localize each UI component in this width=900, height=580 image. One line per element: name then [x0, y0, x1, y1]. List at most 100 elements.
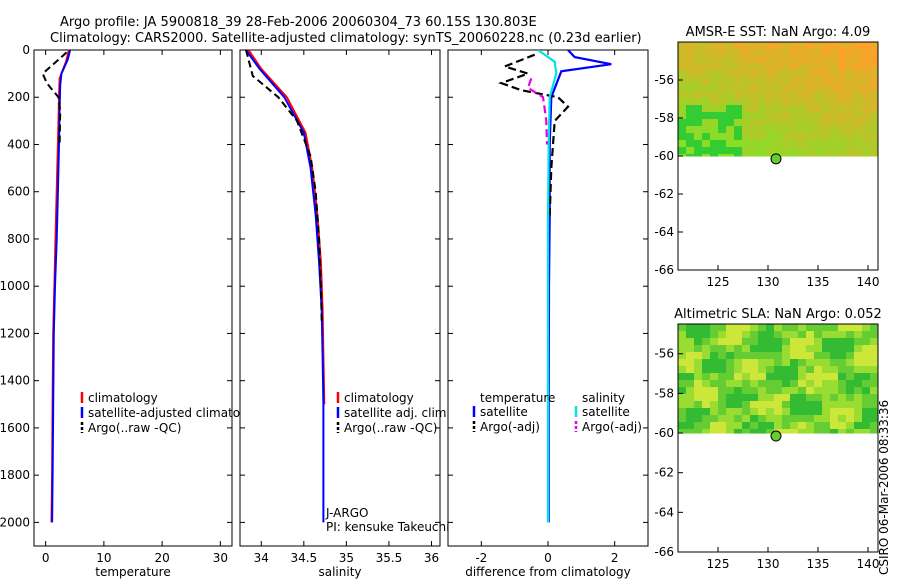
- sst-field-cell: [782, 154, 791, 157]
- sst-field-cell: [806, 56, 815, 64]
- temperature-ytick-label: 1200: [0, 326, 30, 340]
- sla-field-cell: [750, 331, 759, 339]
- sla-field-cell: [782, 394, 791, 402]
- sla-field-cell: [686, 401, 695, 409]
- sst-field-cell: [846, 70, 855, 78]
- sla-field-cell: [790, 352, 799, 360]
- sla-field-cell: [790, 422, 799, 430]
- sst-field-cell: [686, 154, 695, 157]
- sst-field-cell: [830, 42, 839, 50]
- sst-field-cell: [854, 105, 863, 113]
- sst-ytick-label: -56: [654, 73, 674, 87]
- sst-field-cell: [766, 56, 775, 64]
- sla-field-cell: [830, 324, 839, 332]
- sst-field-cell: [750, 154, 759, 157]
- sla-field-cell: [726, 352, 735, 360]
- sst-field-cell: [798, 154, 807, 157]
- sst-field-cell: [830, 91, 839, 99]
- sla-field-cell: [742, 394, 751, 402]
- sla-field-cell: [854, 394, 863, 402]
- sst-field-cell: [710, 154, 719, 157]
- sst-field-cell: [742, 70, 751, 78]
- sla-field-cell: [718, 408, 727, 416]
- sla-field-cell: [822, 366, 831, 374]
- sla-field-cell: [702, 345, 711, 353]
- sla-field-cell: [766, 366, 775, 374]
- sla-field-cell: [710, 338, 719, 346]
- salinity-series-line: [245, 50, 325, 523]
- sst-ytick-label: -60: [654, 149, 674, 163]
- sst-field-cell: [782, 147, 791, 155]
- temperature-ytick-label: 400: [7, 137, 30, 151]
- sla-field-cell: [678, 387, 687, 395]
- temp-legend-entry-label: satellite-adjusted climatology: [88, 406, 266, 420]
- sst-field-cell: [766, 63, 775, 71]
- sst-field-cell: [782, 140, 791, 148]
- sst-field-cell: [750, 56, 759, 64]
- sla-field-cell: [806, 415, 815, 423]
- sst-field-cell: [774, 98, 783, 106]
- sla-field-cell: [686, 373, 695, 381]
- sst-field-cell: [838, 84, 847, 92]
- sla-field-cell: [742, 352, 751, 360]
- sla-field-cell: [718, 331, 727, 339]
- sla-field-cell: [806, 338, 815, 346]
- sla-field-cell: [814, 373, 823, 381]
- sla-field-cell: [830, 380, 839, 388]
- sst-field-cell: [678, 126, 687, 134]
- sst-field-cell: [862, 140, 871, 148]
- sla-field-cell: [814, 345, 823, 353]
- sla-xtick-label: 130: [757, 557, 780, 571]
- sla-field-cell: [846, 429, 855, 434]
- sst-field-cell: [734, 126, 743, 134]
- sla-field-cell: [854, 345, 863, 353]
- sst-field-cell: [742, 112, 751, 120]
- sst-field-cell: [742, 119, 751, 127]
- sst-field-cell: [854, 98, 863, 106]
- sst-field-cell: [710, 133, 719, 141]
- sst-field-cell: [702, 91, 711, 99]
- sst-field-cell: [814, 147, 823, 155]
- sst-field-cell: [854, 112, 863, 120]
- sst-field-cell: [742, 56, 751, 64]
- temperature-ytick-label: 1400: [0, 374, 30, 388]
- sla-field-cell: [678, 338, 687, 346]
- sla-field-cell: [798, 324, 807, 332]
- sst-field-cell: [854, 126, 863, 134]
- sla-field-cell: [814, 380, 823, 388]
- sst-field-cell: [750, 42, 759, 50]
- sst-field-cell: [854, 42, 863, 50]
- sst-field-cell: [870, 126, 879, 134]
- sla-field-cell: [742, 345, 751, 353]
- sst-field-cell: [822, 84, 831, 92]
- sla-field-cell: [782, 408, 791, 416]
- sst-field-cell: [798, 63, 807, 71]
- sla-field-cell: [694, 373, 703, 381]
- sst-field-cell: [710, 98, 719, 106]
- sst-field-cell: [758, 119, 767, 127]
- sla-field-cell: [798, 408, 807, 416]
- sst-field-cell: [718, 126, 727, 134]
- sla-ytick-label: -56: [654, 347, 674, 361]
- sst-field-cell: [870, 49, 879, 57]
- sla-field-cell: [694, 429, 703, 434]
- sst-field-cell: [798, 42, 807, 50]
- sla-field-cell: [686, 415, 695, 423]
- sla-field-cell: [798, 352, 807, 360]
- sla-field-cell: [838, 387, 847, 395]
- sst-field-cell: [790, 42, 799, 50]
- sla-field-cell: [814, 366, 823, 374]
- sst-field-cell: [870, 91, 879, 99]
- sla-field-cell: [798, 429, 807, 434]
- sla-field-cell: [774, 331, 783, 339]
- sla-field-cell: [750, 366, 759, 374]
- sst-field-cell: [702, 98, 711, 106]
- sst-field-cell: [814, 126, 823, 134]
- sst-field-cell: [774, 56, 783, 64]
- sla-field-cell: [678, 415, 687, 423]
- sst-field-cell: [846, 63, 855, 71]
- sst-field-cell: [686, 42, 695, 50]
- sst-field-cell: [806, 105, 815, 113]
- sla-field-cell: [726, 429, 735, 434]
- sst-field-cell: [822, 105, 831, 113]
